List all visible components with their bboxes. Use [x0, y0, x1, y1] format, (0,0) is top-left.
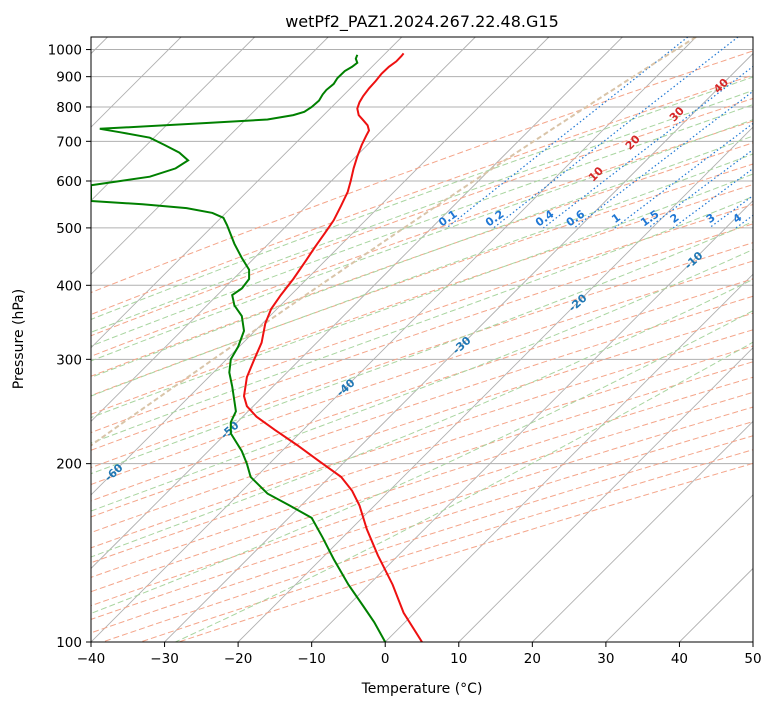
mixing-ratio-label: 1.5 — [638, 208, 661, 230]
moist-adiabat — [91, 310, 753, 614]
plot-frame — [90, 36, 754, 643]
mixing-ratio-label: 0.1 — [436, 208, 459, 230]
moist-adiabat — [91, 173, 753, 419]
dry-adiabat — [91, 163, 753, 397]
isotherm-line — [605, 494, 753, 642]
grid-layer — [91, 37, 753, 642]
y-tick-label: 600 — [56, 174, 82, 190]
moist-adiabat — [91, 248, 753, 512]
moist-adiabat — [91, 278, 753, 558]
moist-adiabat — [91, 76, 753, 320]
mixing-ratio-line — [614, 122, 753, 229]
isotherm-line — [91, 37, 255, 202]
x-axis-ticks: −40 −30 −20 −10 0 10 20 30 40 50 — [77, 642, 762, 667]
moist-adiabat — [91, 135, 753, 378]
x-tick-label: 50 — [744, 651, 761, 667]
y-tick-label: 300 — [56, 352, 82, 368]
dry-adiabat — [91, 74, 753, 316]
mixing-ratio-line — [735, 214, 753, 229]
y-tick-label: 100 — [56, 635, 82, 651]
mixing-ratio-line — [672, 167, 753, 229]
x-tick-label: 30 — [597, 651, 614, 667]
lcl-curve — [91, 37, 697, 447]
x-tick-label: 20 — [524, 651, 541, 667]
mixing-ratio-label: 0.4 — [533, 207, 557, 229]
isotherm-line — [91, 37, 550, 496]
isotherm-line — [384, 273, 753, 642]
mixing-ratio-line — [573, 90, 753, 229]
y-tick-label: 700 — [56, 134, 82, 150]
dry-adiabat — [91, 97, 753, 337]
mixing-ratio-label: 6 — [769, 211, 775, 226]
dry-adiabat — [91, 376, 753, 593]
temperature-profile — [242, 52, 423, 642]
y-axis-ticks: 100 200 300 400 500 600 700 800 900 1000 — [48, 43, 91, 651]
moist-adiabat — [91, 153, 753, 397]
x-tick-label: −20 — [224, 651, 253, 667]
x-tick-label: −40 — [77, 651, 106, 667]
isotherm-label: -70 — [0, 503, 10, 526]
x-tick-label: −10 — [297, 651, 326, 667]
y-tick-label: 200 — [56, 457, 82, 473]
dewpoint-profile — [91, 54, 387, 642]
x-tick-label: 10 — [450, 651, 467, 667]
mixing-ratio-line — [543, 65, 753, 229]
mixing-ratio-label: 4 — [731, 211, 745, 226]
dry-adiabat — [178, 462, 753, 642]
moist-adiabat — [91, 221, 753, 475]
x-tick-label: 40 — [671, 651, 688, 667]
x-tick-label: −30 — [150, 651, 179, 667]
isotherm-line — [458, 347, 753, 642]
x-tick-label: 0 — [381, 651, 390, 667]
y-tick-label: 800 — [56, 100, 82, 116]
dry-adiabat — [102, 435, 753, 642]
dry-adiabat — [91, 203, 753, 434]
y-axis-label: Pressure (hPa) — [11, 289, 27, 389]
isotherm-line — [91, 37, 403, 349]
dry-adiabat — [91, 50, 753, 294]
dry-adiabat — [91, 184, 753, 415]
dry-adiabat — [91, 295, 753, 518]
moist-adiabat — [91, 104, 753, 347]
y-tick-label: 400 — [56, 278, 82, 294]
y-tick-label: 500 — [56, 221, 82, 237]
sounding-profiles — [91, 52, 423, 642]
isotherm-line — [752, 641, 753, 642]
isotherm-line — [91, 37, 476, 422]
y-tick-label: 900 — [56, 70, 82, 86]
mixing-ratio-label: 2 — [668, 211, 682, 226]
moist-adiabat — [91, 196, 753, 444]
isotherm-line — [91, 37, 329, 275]
mixing-ratio-line — [493, 37, 739, 229]
isotherm-line — [532, 420, 753, 642]
moist-adiabat — [91, 119, 753, 362]
mixing-ratio-line — [708, 194, 753, 229]
y-tick-label: 1000 — [48, 43, 82, 59]
isotherm-line — [679, 567, 753, 642]
isotherm-line — [91, 37, 697, 642]
isotherm-line — [311, 200, 753, 642]
moist-adiabat — [91, 89, 753, 333]
dry-adiabat — [91, 242, 753, 469]
isotherm-line — [91, 37, 623, 570]
dry-adiabat — [91, 278, 753, 502]
isotherm-line — [237, 126, 753, 642]
isotherm-line — [164, 52, 753, 642]
dry-adiabat — [91, 345, 753, 564]
dry-adiabat — [91, 329, 753, 549]
mixing-ratio-label: 0.6 — [564, 207, 588, 229]
x-axis-label: Temperature (°C) — [361, 681, 483, 697]
chart-title: wetPf2_PAZ1.2024.267.22.48.G15 — [285, 12, 559, 32]
